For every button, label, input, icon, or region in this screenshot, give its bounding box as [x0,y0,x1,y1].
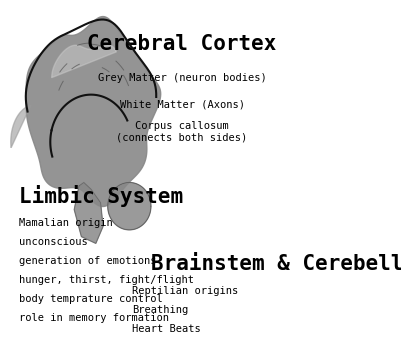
Polygon shape [74,183,103,243]
Polygon shape [26,17,160,207]
Text: White Matter (Axons): White Matter (Axons) [119,100,244,110]
Text: unconscious: unconscious [19,237,88,247]
Polygon shape [11,105,31,148]
Text: Limbic System: Limbic System [19,185,183,207]
Text: Cerebral Cortex: Cerebral Cortex [87,34,276,54]
Text: Grey Matter (neuron bodies): Grey Matter (neuron bodies) [97,73,266,83]
Text: Reptilian origins: Reptilian origins [132,286,237,296]
Text: Mamalian origin: Mamalian origin [19,218,113,228]
Text: hunger, thirst, fight/flight: hunger, thirst, fight/flight [19,275,194,285]
Text: generation of emotions: generation of emotions [19,256,156,266]
Text: Brainstem & Cerebellum: Brainstem & Cerebellum [150,254,401,274]
Text: role in memory formation: role in memory formation [19,313,169,323]
Polygon shape [107,183,150,230]
Text: Corpus callosum
(connects both sides): Corpus callosum (connects both sides) [116,121,247,143]
Text: Heart Beats: Heart Beats [132,323,200,334]
Text: Breathing: Breathing [132,305,188,315]
Text: body temprature control: body temprature control [19,294,162,304]
Polygon shape [52,45,116,78]
